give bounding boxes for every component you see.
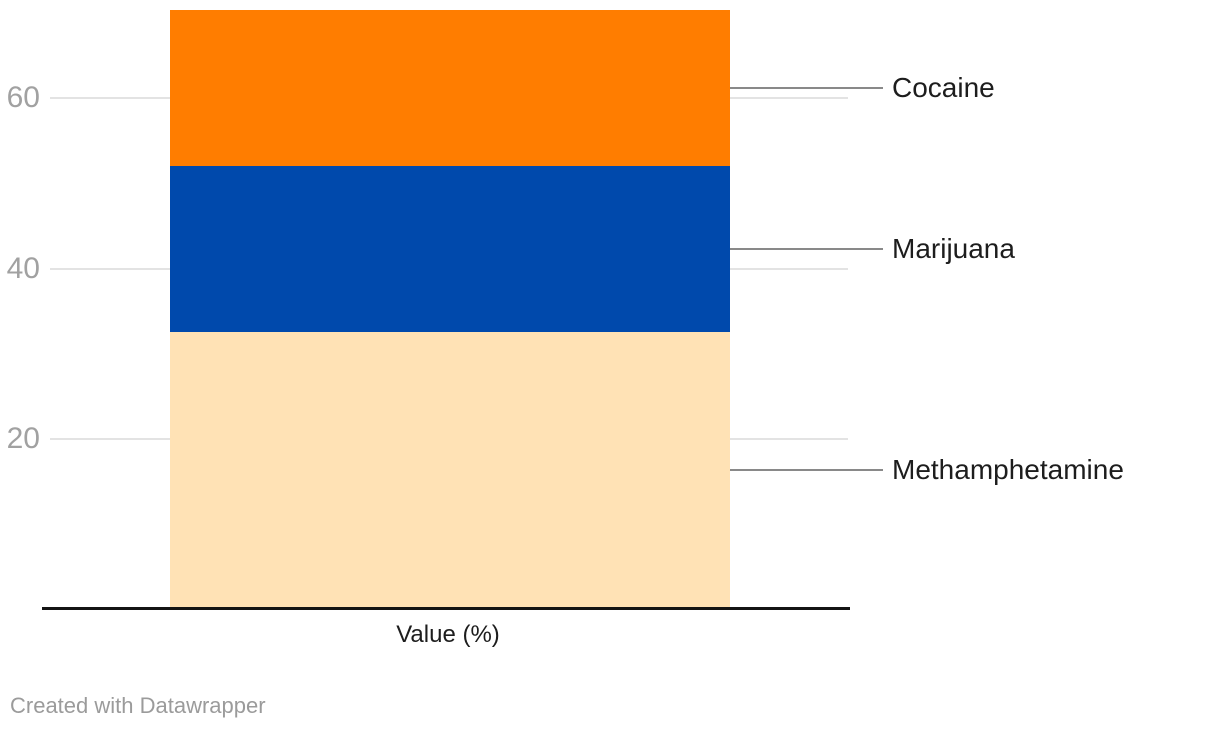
bar-segment-marijuana [170,166,730,332]
y-tick-label-40: 40 [6,251,40,285]
gridline-right-60 [730,97,848,100]
x-axis-line [42,607,850,610]
leader-line-marijuana [730,248,883,251]
leader-line-methamphetamine [730,469,883,472]
x-axis-title: Value (%) [396,621,500,648]
y-tick-label-20: 20 [6,421,40,455]
series-label-marijuana: Marijuana [892,233,1015,265]
leader-line-cocaine [730,87,883,90]
gridline-left-60 [50,97,170,100]
datawrapper-credit: Created with Datawrapper [10,693,266,718]
gridline-right-40 [730,267,848,270]
bar-segment-methamphetamine [170,331,730,609]
gridline-left-40 [50,267,170,270]
bar-segment-cocaine [170,9,730,167]
series-label-methamphetamine: Methamphetamine [892,454,1124,486]
series-label-cocaine: Cocaine [892,72,995,104]
gridline-right-20 [730,437,848,440]
gridline-left-20 [50,437,170,440]
y-tick-label-60: 60 [6,81,40,115]
